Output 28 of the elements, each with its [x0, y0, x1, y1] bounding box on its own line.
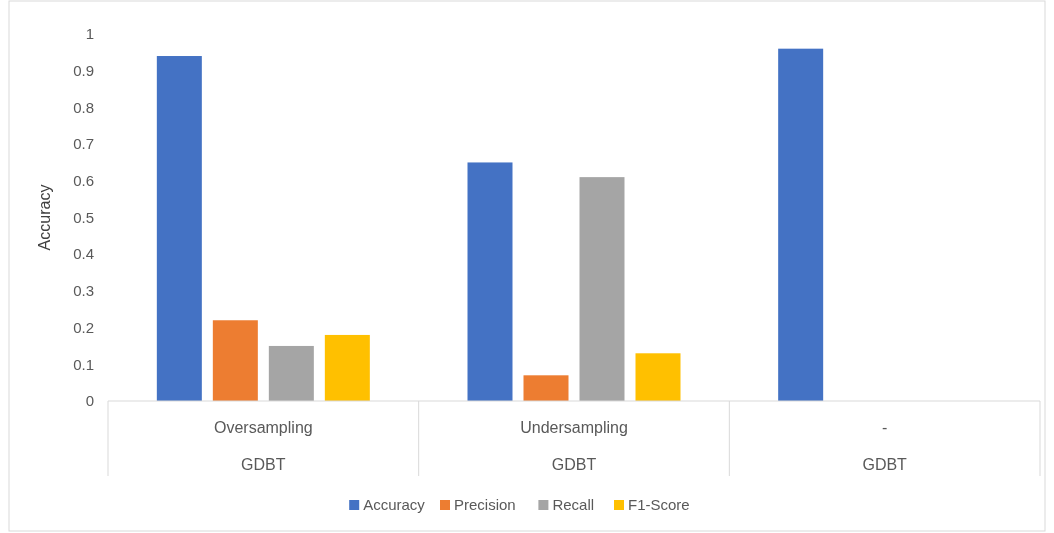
y-tick-label: 0.2: [73, 318, 94, 336]
y-tick-label: 0.7: [73, 135, 94, 153]
y-tick-label: 1: [85, 25, 94, 43]
bar: [579, 177, 625, 401]
bar: [467, 162, 513, 401]
y-tick-label: 0.6: [73, 172, 94, 190]
y-tick-label: 0.8: [73, 98, 94, 116]
y-tick-label: 0.3: [73, 282, 94, 300]
category-label: Oversampling GDBT: [213, 418, 313, 473]
bar: [324, 334, 370, 401]
y-tick-label: 0: [85, 392, 94, 410]
category-label: Undersampling GDBT: [520, 418, 628, 473]
legend-label: Precision: [454, 496, 516, 514]
bar: [268, 345, 314, 401]
bar: [156, 56, 202, 401]
bar: [635, 353, 681, 401]
y-axis-title: Accuracy: [36, 184, 53, 251]
category-label: - GDBT: [862, 418, 907, 473]
y-tick-label: 0.1: [73, 355, 94, 373]
y-tick-label: 0.5: [73, 208, 94, 226]
legend-label: F1-Score: [628, 496, 690, 514]
y-tick-label: 0.9: [73, 61, 94, 79]
legend-label: Recall: [552, 496, 595, 514]
bar: [778, 48, 824, 401]
bar: [212, 320, 258, 401]
y-tick-label: 0.4: [73, 245, 94, 263]
bar: [523, 375, 569, 401]
legend-label: Accuracy: [363, 496, 426, 514]
